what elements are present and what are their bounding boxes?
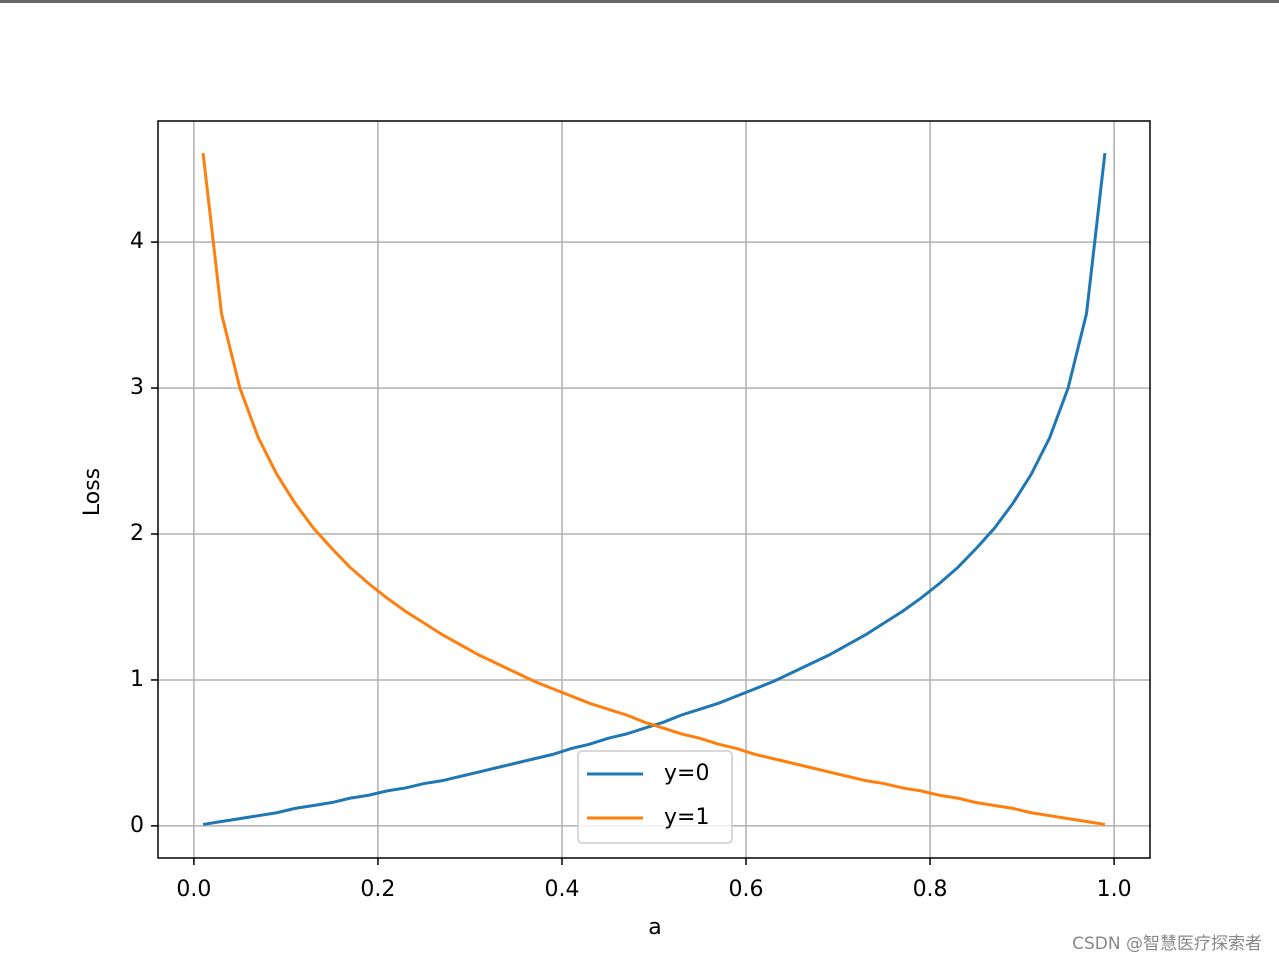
x-tick-label: 0.4 <box>544 877 579 902</box>
y-tick-label: 2 <box>130 521 144 546</box>
x-tick-label: 0.0 <box>176 877 211 902</box>
top-border <box>0 0 1279 3</box>
plot-frame <box>157 120 1151 859</box>
x-tick-label: 0.8 <box>913 877 948 902</box>
y-tick-label: 3 <box>130 375 144 400</box>
legend-label: y=1 <box>664 805 709 830</box>
legend-label: y=0 <box>664 761 709 786</box>
x-tick-label: 0.2 <box>360 877 395 902</box>
watermark: CSDN @智慧医疗探索者 <box>1072 934 1262 954</box>
x-axis-label: a <box>648 915 661 940</box>
y-tick-label: 1 <box>130 667 144 692</box>
y-tick-label: 0 <box>130 813 144 838</box>
y-tick-label: 4 <box>130 229 144 254</box>
y-axis-label: Loss <box>80 468 105 516</box>
line-series <box>201 152 1106 826</box>
x-tick-label: 0.6 <box>729 877 764 902</box>
x-tick-label: 1.0 <box>1097 877 1132 902</box>
